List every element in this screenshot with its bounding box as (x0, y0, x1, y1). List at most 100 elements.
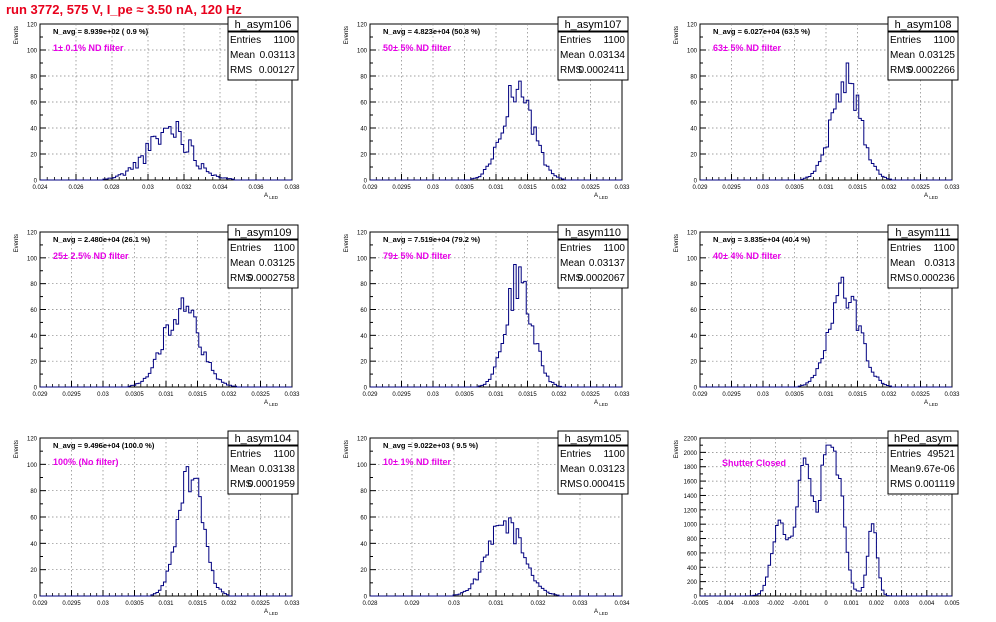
n-avg-label: N_avg = 9.022e+03 ( 9.5 %) (383, 441, 479, 450)
stat-value-mean: 9.67e-06 (916, 464, 956, 475)
x-tick-label: 0.032 (221, 601, 237, 607)
x-tick-label: 0.03 (757, 185, 769, 191)
stats-title-box (887, 224, 959, 240)
x-tick-label: 0 (824, 601, 828, 607)
x-tick-label: -0.002 (767, 601, 785, 607)
stats-box (557, 239, 629, 289)
histogram-panel-h_asym111: 0 20 40 60 80 100 120 0.029 0.0295 0.03 0.0305 0.03… (674, 224, 960, 407)
y-axis-label: Events (344, 440, 350, 458)
n-avg-label: N_avg = 3.835e+04 (40.4 %) (713, 235, 811, 244)
y-axis-label: Events (674, 234, 680, 252)
y-tick-label: 80 (690, 282, 697, 288)
y-axis-label: Events (674, 440, 680, 458)
x-tick-label: 0.0315 (188, 601, 207, 607)
filter-label: 10± 1% ND filter (383, 457, 451, 467)
x-axis-label-subscript: LED (598, 195, 609, 200)
y-axis-label: Events (344, 26, 350, 44)
x-tick-label: 0.001 (844, 601, 860, 607)
x-tick-label: 0.033 (614, 185, 630, 191)
y-tick-label: 120 (27, 231, 38, 237)
filter-label: 1± 0.1% ND filter (53, 43, 124, 53)
histogram-curve (370, 264, 622, 388)
stat-label-entries: Entries (230, 35, 261, 46)
stats-box (227, 31, 299, 81)
y-tick-label: 120 (357, 23, 368, 29)
stat-value-rms: 0.0001959 (248, 479, 296, 490)
x-tick-label: 0.0305 (455, 392, 474, 398)
y-tick-label: 1800 (684, 465, 698, 471)
x-axis-label-main: A (594, 609, 598, 615)
y-tick-label: 120 (27, 23, 38, 29)
stat-label-rms: RMS (560, 479, 583, 490)
filter-label: 79± 5% ND filter (383, 251, 451, 261)
x-axis-label: A LED (594, 400, 609, 407)
x-axis-label-subscript: LED (268, 402, 279, 407)
y-tick-label: 1400 (684, 494, 698, 500)
y-tick-label: 60 (360, 516, 367, 522)
stat-label-mean: Mean (890, 258, 915, 269)
y-tick-label: 80 (30, 75, 37, 81)
x-axis-label: A LED (594, 609, 609, 616)
x-tick-label: -0.005 (691, 601, 709, 607)
histogram-curve (700, 62, 952, 181)
stats-title-box (887, 16, 959, 32)
stat-value-mean: 0.0313 (924, 258, 955, 269)
y-tick-label: 100 (27, 463, 38, 469)
y-axis-label: Events (14, 440, 20, 458)
y-tick-label: 0 (694, 179, 698, 185)
x-tick-label: 0.0295 (392, 392, 411, 398)
x-tick-label: 0.03 (97, 392, 109, 398)
y-tick-label: 120 (687, 231, 698, 237)
n-avg-label: N_avg = 7.519e+04 (79.2 %) (383, 235, 481, 244)
x-tick-label: 0.031 (818, 185, 834, 191)
run-title: run 3772, 575 V, I_pe ≈ 3.50 nA, 120 Hz (6, 2, 242, 17)
stat-value-mean: 0.03134 (589, 50, 626, 61)
y-tick-label: 1200 (684, 508, 698, 514)
x-tick-label: 0.0295 (62, 392, 81, 398)
x-axis-label-main: A (594, 193, 598, 199)
histogram-panel-h_asym105: 0 20 40 60 80 100 120 0.028 0.029 0.03 0.031 0.032 0… (344, 430, 630, 616)
x-tick-label: 0.029 (362, 185, 378, 191)
y-tick-label: 20 (360, 360, 367, 366)
x-axis-label-subscript: LED (928, 195, 939, 200)
y-tick-label: 2000 (684, 451, 698, 457)
stat-value-mean: 0.03113 (260, 50, 296, 61)
stat-label-rms: RMS (560, 65, 583, 76)
x-tick-label: 0.03 (97, 601, 109, 607)
y-tick-label: 0 (364, 386, 368, 392)
y-tick-label: 100 (357, 256, 368, 262)
stat-value-mean: 0.03138 (259, 464, 296, 475)
x-tick-label: 0.038 (284, 185, 300, 191)
y-tick-label: 20 (30, 568, 37, 574)
stat-label-mean: Mean (890, 464, 915, 475)
histogram-name: h_asym110 (565, 227, 621, 239)
x-tick-label: 0.028 (362, 601, 378, 607)
x-axis-label-main: A (924, 400, 928, 406)
x-tick-label: 0.031 (158, 392, 174, 398)
stat-value-rms: 0.0002758 (248, 273, 296, 284)
x-tick-label: 0.029 (362, 392, 378, 398)
x-tick-label: 0.033 (944, 392, 960, 398)
x-tick-label: 0.029 (692, 185, 708, 191)
y-tick-label: 0 (694, 595, 698, 601)
filter-label: 25± 2.5% ND filter (53, 251, 129, 261)
y-tick-label: 80 (360, 489, 367, 495)
x-axis-label: A LED (264, 609, 279, 616)
stats-box (887, 445, 959, 495)
y-tick-label: 40 (690, 127, 697, 133)
stat-label-entries: Entries (560, 449, 591, 460)
y-tick-label: 20 (690, 360, 697, 366)
y-tick-label: 200 (687, 580, 698, 586)
stat-label-rms: RMS (890, 273, 913, 284)
x-tick-label: 0.0305 (125, 601, 144, 607)
filter-label: Shutter Closed (722, 458, 786, 468)
x-tick-label: 0.031 (818, 392, 834, 398)
histogram-panel-h_asym104: 0 20 40 60 80 100 120 0.029 0.0295 0.03 0.0305 0.03… (14, 430, 300, 616)
stats-box (887, 31, 959, 81)
y-tick-label: 40 (360, 334, 367, 340)
y-tick-label: 60 (30, 101, 37, 107)
y-tick-label: 0 (34, 179, 38, 185)
x-tick-label: 0.0315 (848, 185, 867, 191)
x-tick-label: 0.003 (894, 601, 910, 607)
histogram-panel-h_asym106: 0 20 40 60 80 100 120 0.024 0.026 0.028 0.03 0.032 0… (14, 16, 300, 200)
